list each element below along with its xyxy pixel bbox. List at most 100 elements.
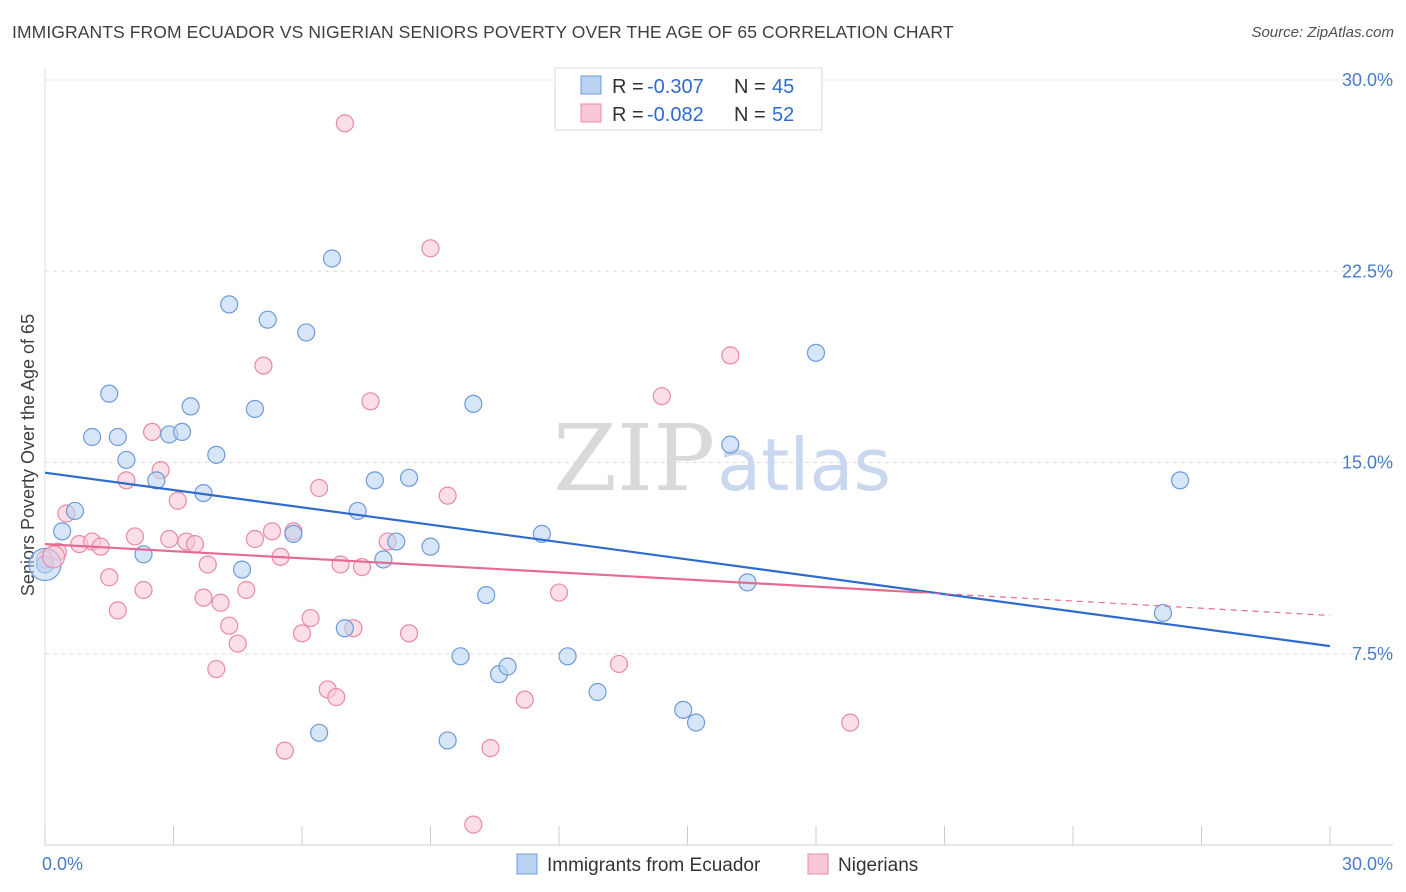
y-tick-label: 7.5% xyxy=(1352,644,1393,664)
nigeria-point xyxy=(185,534,205,554)
y-tick-label: 15.0% xyxy=(1342,453,1393,473)
bottom-legend-swatch-nigeria xyxy=(807,853,829,875)
x-tick-label: 0.0% xyxy=(42,854,83,874)
legend-swatch-nigeria xyxy=(580,103,602,123)
ecuador-point xyxy=(464,394,483,413)
legend-r-label-nigeria: R = xyxy=(612,104,644,126)
y-tick-label: 22.5% xyxy=(1342,261,1393,281)
y-axis-label: Seniors Poverty Over the Age of 65 xyxy=(18,314,38,596)
nigeria-point xyxy=(301,608,320,628)
watermark-atlas: atlas xyxy=(717,423,891,507)
nigeria-point xyxy=(331,555,350,574)
bottom-legend-swatch-ecuador xyxy=(516,853,538,875)
ecuador-point xyxy=(558,647,577,666)
ecuador-point xyxy=(322,249,342,268)
nigeria-point xyxy=(335,114,354,133)
nigeria-point xyxy=(292,624,312,643)
ecuador-point xyxy=(686,713,706,732)
nigeria-point xyxy=(481,738,500,758)
nigeria-point xyxy=(117,471,136,490)
nigeria-point xyxy=(361,392,380,411)
ecuador-point xyxy=(451,647,470,666)
nigeria-point xyxy=(237,580,256,600)
nigeria-point xyxy=(220,616,239,635)
nigeria-point xyxy=(198,555,217,574)
x-tick-labels: 0.0% 30.0% xyxy=(42,854,1393,874)
legend-r-value-nigeria: -0.082 xyxy=(647,104,704,126)
ecuador-point xyxy=(588,682,607,702)
nigeria-point xyxy=(108,601,127,620)
ecuador-point xyxy=(721,435,740,454)
nigeria-point xyxy=(609,654,629,674)
nigeria-point-cluster xyxy=(41,545,66,569)
nigeria-point xyxy=(245,529,264,549)
ecuador-point xyxy=(1153,603,1173,623)
bottom-legend-label-nigeria: Nigerians xyxy=(838,855,918,876)
ecuador-point xyxy=(65,501,85,521)
legend-n-label-nigeria: N = xyxy=(734,104,766,126)
ecuador-point xyxy=(100,384,119,403)
nigeria-point xyxy=(194,588,213,607)
nigeria-point xyxy=(652,387,671,406)
ecuador-point xyxy=(806,343,826,362)
ecuador-point xyxy=(83,427,102,447)
ecuador-point xyxy=(387,532,406,551)
legend-r-label-ecuador: R = xyxy=(612,76,644,98)
nigeria-point xyxy=(100,568,119,587)
chart-source: Source: ZipAtlas.com xyxy=(1251,24,1394,41)
ecuador-point xyxy=(172,422,192,441)
nigeria-point xyxy=(549,583,569,602)
nigeria-trend-line xyxy=(44,543,924,594)
ecuador-point xyxy=(310,723,329,742)
ecuador-point xyxy=(348,501,367,521)
nigeria-point xyxy=(142,422,162,441)
nigeria-point xyxy=(841,713,860,732)
ecuador-point xyxy=(181,397,200,416)
nigeria-point xyxy=(160,529,179,549)
x-tick-label: 30.0% xyxy=(1342,854,1393,874)
ecuador-point xyxy=(477,585,496,605)
nigeria-point xyxy=(207,659,226,679)
legend-n-label-ecuador: N = xyxy=(734,76,766,98)
nigeria-point xyxy=(134,580,153,600)
trend-layer xyxy=(44,471,1331,648)
ecuador-trend-line xyxy=(44,471,1331,648)
ecuador-point xyxy=(220,295,239,314)
ecuador-point xyxy=(232,560,252,579)
ecuador-point xyxy=(1170,471,1190,490)
nigeria-point xyxy=(310,478,329,498)
nigeria-trend-extension xyxy=(923,591,1331,617)
ecuador-point xyxy=(297,323,316,342)
watermark-zip: ZIP xyxy=(553,405,715,512)
nigeria-point xyxy=(228,634,247,653)
ecuador-point xyxy=(147,471,166,490)
ecuador-point xyxy=(399,468,419,487)
nigeria-point xyxy=(262,522,282,541)
points-layer xyxy=(28,114,1190,834)
ecuador-point xyxy=(108,427,127,447)
watermark: ZIP atlas xyxy=(553,405,891,512)
nigeria-point xyxy=(421,239,440,258)
ecuador-point xyxy=(207,445,226,464)
nigeria-point xyxy=(275,741,294,760)
nigeria-point xyxy=(438,486,457,505)
legend-swatch-ecuador xyxy=(580,75,602,95)
ecuador-point xyxy=(365,471,384,490)
axis-layer xyxy=(44,826,1393,846)
bottom-legend: Immigrants from Ecuador Nigerians xyxy=(516,853,918,876)
legend-r-value-ecuador: -0.307 xyxy=(647,76,704,98)
ecuador-point xyxy=(374,550,393,569)
bottom-legend-label-ecuador: Immigrants from Ecuador xyxy=(547,855,761,876)
ecuador-point xyxy=(258,310,277,329)
y-tick-label: 30.0% xyxy=(1342,70,1393,90)
ecuador-point xyxy=(421,537,440,556)
legend-n-value-nigeria: 52 xyxy=(772,104,794,126)
nigeria-point xyxy=(515,690,534,709)
nigeria-point xyxy=(125,527,145,546)
nigeria-point xyxy=(168,491,187,510)
chart-title: IMMIGRANTS FROM ECUADOR VS NIGERIAN SENI… xyxy=(12,22,954,42)
ecuador-point xyxy=(438,731,457,750)
ecuador-point xyxy=(117,450,136,470)
y-tick-labels: 7.5% 15.0% 22.5% 30.0% xyxy=(1342,70,1393,664)
